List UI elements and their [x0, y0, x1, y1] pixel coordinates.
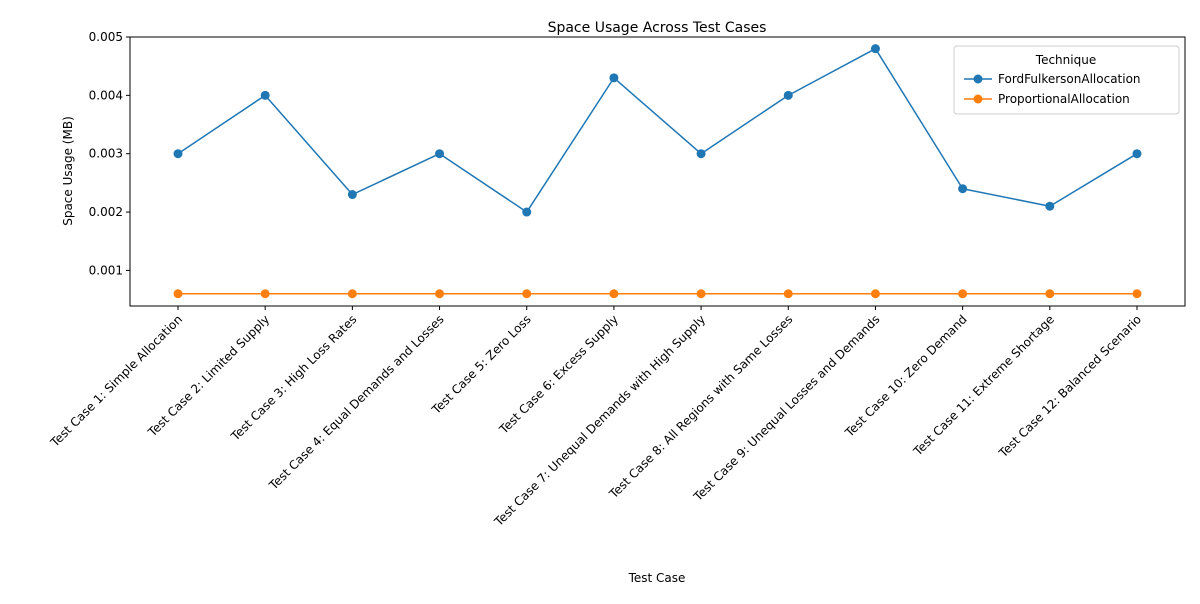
- data-point-proportionalallocation: [870, 289, 880, 299]
- x-axis-label: Test Case: [628, 571, 686, 585]
- legend-label-proportional: ProportionalAllocation: [998, 92, 1130, 106]
- data-point-proportionalallocation: [1045, 289, 1055, 299]
- legend-title: Technique: [1035, 53, 1096, 67]
- legend: Technique FordFulkersonAllocation Propor…: [953, 45, 1180, 115]
- data-point-fordfulkersonallocation: [173, 149, 183, 159]
- y-tick-label: 0.005: [89, 30, 123, 44]
- data-point-proportionalallocation: [173, 289, 183, 299]
- data-point-fordfulkersonallocation: [958, 184, 968, 194]
- data-point-fordfulkersonallocation: [870, 44, 880, 54]
- data-point-fordfulkersonallocation: [783, 90, 793, 100]
- legend-marker-fordfulkerson: [973, 74, 983, 84]
- data-point-fordfulkersonallocation: [522, 207, 532, 217]
- data-point-proportionalallocation: [260, 289, 270, 299]
- y-tick-label: 0.003: [89, 147, 123, 161]
- y-tick-label: 0.004: [89, 88, 123, 102]
- legend-marker-proportional: [973, 94, 983, 104]
- data-point-proportionalallocation: [696, 289, 706, 299]
- data-point-proportionalallocation: [347, 289, 357, 299]
- legend-label-fordfulkerson: FordFulkersonAllocation: [998, 72, 1141, 86]
- data-point-proportionalallocation: [783, 289, 793, 299]
- data-point-fordfulkersonallocation: [609, 73, 619, 83]
- plot-frame: [129, 36, 1186, 307]
- legend-box: [953, 45, 1180, 115]
- data-point-fordfulkersonallocation: [347, 190, 357, 200]
- y-axis-label: Space Usage (MB): [61, 116, 75, 226]
- chart-title: Space Usage Across Test Cases: [548, 20, 767, 36]
- data-point-fordfulkersonallocation: [435, 149, 445, 159]
- series-line-fordfulkersonallocation: [177, 47, 1138, 213]
- data-point-fordfulkersonallocation: [1132, 149, 1142, 159]
- data-point-proportionalallocation: [435, 289, 445, 299]
- y-tick-label: 0.002: [89, 205, 123, 219]
- series-layer: [173, 44, 1142, 299]
- data-point-fordfulkersonallocation: [260, 90, 270, 100]
- y-axis-ticks: 0.001 0.002 0.003 0.004 0.005: [89, 30, 130, 277]
- data-point-fordfulkersonallocation: [696, 149, 706, 159]
- data-point-proportionalallocation: [609, 289, 619, 299]
- data-point-fordfulkersonallocation: [1045, 201, 1055, 211]
- data-point-proportionalallocation: [958, 289, 968, 299]
- y-tick-label: 0.001: [89, 263, 123, 277]
- data-point-proportionalallocation: [1132, 289, 1142, 299]
- data-point-proportionalallocation: [522, 289, 532, 299]
